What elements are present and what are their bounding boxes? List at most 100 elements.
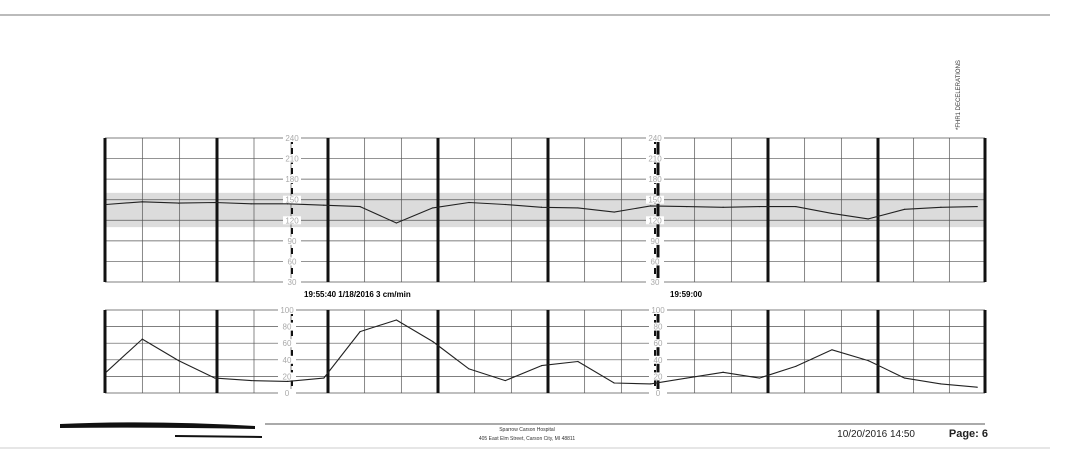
tick-label-bg	[283, 175, 301, 184]
y-tick-label: 100	[651, 306, 665, 315]
trace-line	[105, 319, 978, 388]
tick-label-bg	[646, 216, 664, 225]
data-point	[831, 349, 833, 351]
data-point	[214, 201, 216, 204]
tick-label-bg	[283, 257, 301, 266]
data-point	[722, 206, 724, 208]
data-point	[105, 371, 107, 373]
y-tick-label: 20	[654, 372, 663, 381]
data-point	[686, 377, 688, 379]
data-point	[286, 380, 289, 382]
data-point	[722, 371, 724, 373]
side-note: *FHR1 DECELERATIONS	[956, 60, 962, 130]
data-point	[758, 205, 761, 208]
data-point	[395, 222, 397, 224]
data-point	[395, 319, 397, 321]
data-point	[867, 218, 869, 220]
data-point	[976, 386, 978, 388]
data-point	[904, 208, 906, 210]
tick-label-bg	[278, 372, 296, 381]
data-point	[541, 206, 543, 208]
y-tick-label: 20	[283, 372, 292, 381]
y-tick-label: 120	[285, 216, 299, 225]
data-point	[649, 383, 652, 385]
data-point	[613, 211, 615, 213]
tick-label-bg	[283, 216, 301, 225]
data-point	[141, 201, 143, 203]
y-tick-label: 80	[654, 323, 663, 332]
y-tick-label: 90	[651, 237, 660, 246]
y-tick-label: 210	[648, 155, 662, 164]
data-point	[323, 204, 325, 206]
data-point	[141, 338, 143, 340]
data-point	[795, 205, 797, 208]
data-point	[468, 368, 470, 370]
toco-chart: 100 80 60 40 20 0 100 80 60 40 20 0	[103, 306, 987, 398]
data-point	[976, 205, 978, 208]
y-tick-label: 80	[283, 323, 292, 332]
y-tick-label: 210	[285, 155, 299, 164]
data-point	[250, 203, 252, 205]
redaction-mark-2	[174, 435, 263, 438]
data-point	[178, 360, 180, 362]
y-tick-label: 100	[280, 306, 294, 315]
data-point	[831, 212, 833, 215]
data-point	[541, 365, 543, 367]
y-tick-label: 180	[648, 175, 662, 184]
data-point	[613, 382, 615, 384]
tick-label-bg	[649, 322, 667, 331]
data-point	[940, 383, 942, 385]
data-point	[359, 205, 361, 208]
y-tick-label: 240	[285, 134, 299, 143]
y-tick-label: 40	[654, 356, 663, 365]
tick-label-bg	[649, 389, 667, 397]
data-point	[649, 205, 652, 207]
data-point	[504, 379, 506, 382]
data-point	[286, 203, 289, 205]
data-point	[940, 206, 942, 208]
y-tick-label: 30	[288, 278, 297, 287]
redaction-mark	[60, 422, 255, 429]
tick-label-bg	[278, 306, 296, 314]
tick-label-bg	[646, 236, 664, 245]
data-point	[359, 330, 361, 333]
data-point	[432, 207, 434, 209]
y-tick-label: 240	[648, 134, 662, 143]
y-tick-label: 40	[283, 356, 292, 365]
tick-label-bg	[646, 195, 664, 204]
y-tick-label: 120	[648, 216, 662, 225]
data-point	[758, 377, 761, 379]
y-tick-label: 60	[651, 257, 660, 266]
hospital-address: 405 East Elm Street, Carson City, MI 488…	[479, 436, 575, 442]
tick-label-bg	[649, 372, 667, 381]
y-tick-label: 150	[648, 196, 662, 205]
tick-label-bg	[283, 195, 301, 204]
tick-label-bg	[649, 355, 667, 364]
tick-label-bg	[283, 236, 301, 245]
y-tick-label: 150	[285, 196, 299, 205]
data-point	[105, 203, 107, 206]
y-tick-label: 60	[654, 339, 663, 348]
tick-label-bg	[278, 355, 296, 364]
tick-label-bg	[649, 306, 667, 314]
data-point	[795, 365, 797, 368]
data-point	[577, 360, 579, 363]
y-tick-label: 0	[656, 389, 661, 398]
tick-label-bg	[646, 134, 664, 142]
hospital-name: Sparrow Carson Hospital	[499, 427, 555, 433]
marker2-label: 19:59:00	[670, 290, 703, 299]
tick-label-bg	[283, 278, 301, 286]
tick-label-bg	[283, 134, 301, 142]
normal-range-band	[105, 192, 985, 228]
fhr-chart: 240 210 180 150 120 90 60 30 240 210 180 150 120 90 60…	[103, 134, 987, 287]
data-point	[323, 377, 325, 379]
tick-label-bg	[646, 257, 664, 266]
tick-label-bg	[649, 339, 667, 348]
data-point	[504, 203, 506, 206]
data-point	[577, 207, 579, 209]
data-point	[904, 377, 906, 379]
y-tick-label: 0	[285, 389, 290, 398]
print-timestamp: 10/20/2016 14:50	[837, 429, 915, 440]
data-point	[178, 202, 180, 204]
tick-label-bg	[278, 389, 296, 397]
